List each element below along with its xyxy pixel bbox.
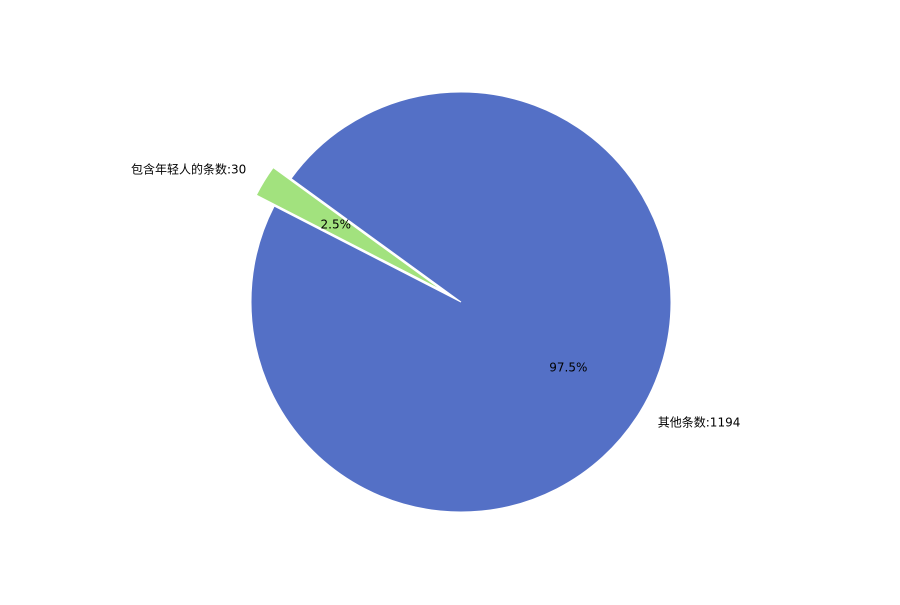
percent-label-1: 97.5% xyxy=(549,361,587,375)
pie-slice-1 xyxy=(250,91,672,513)
slice-label-1: 其他条数:1194 xyxy=(658,415,741,430)
slices-layer xyxy=(250,91,672,513)
labels-layer: 2.5% 包含年轻人的条数:30 97.5% 其他条数:1194 xyxy=(131,161,740,429)
slice-label-0: 包含年轻人的条数:30 xyxy=(131,161,246,176)
percent-label-0: 2.5% xyxy=(321,217,352,231)
pie-slice-0 xyxy=(255,166,444,292)
